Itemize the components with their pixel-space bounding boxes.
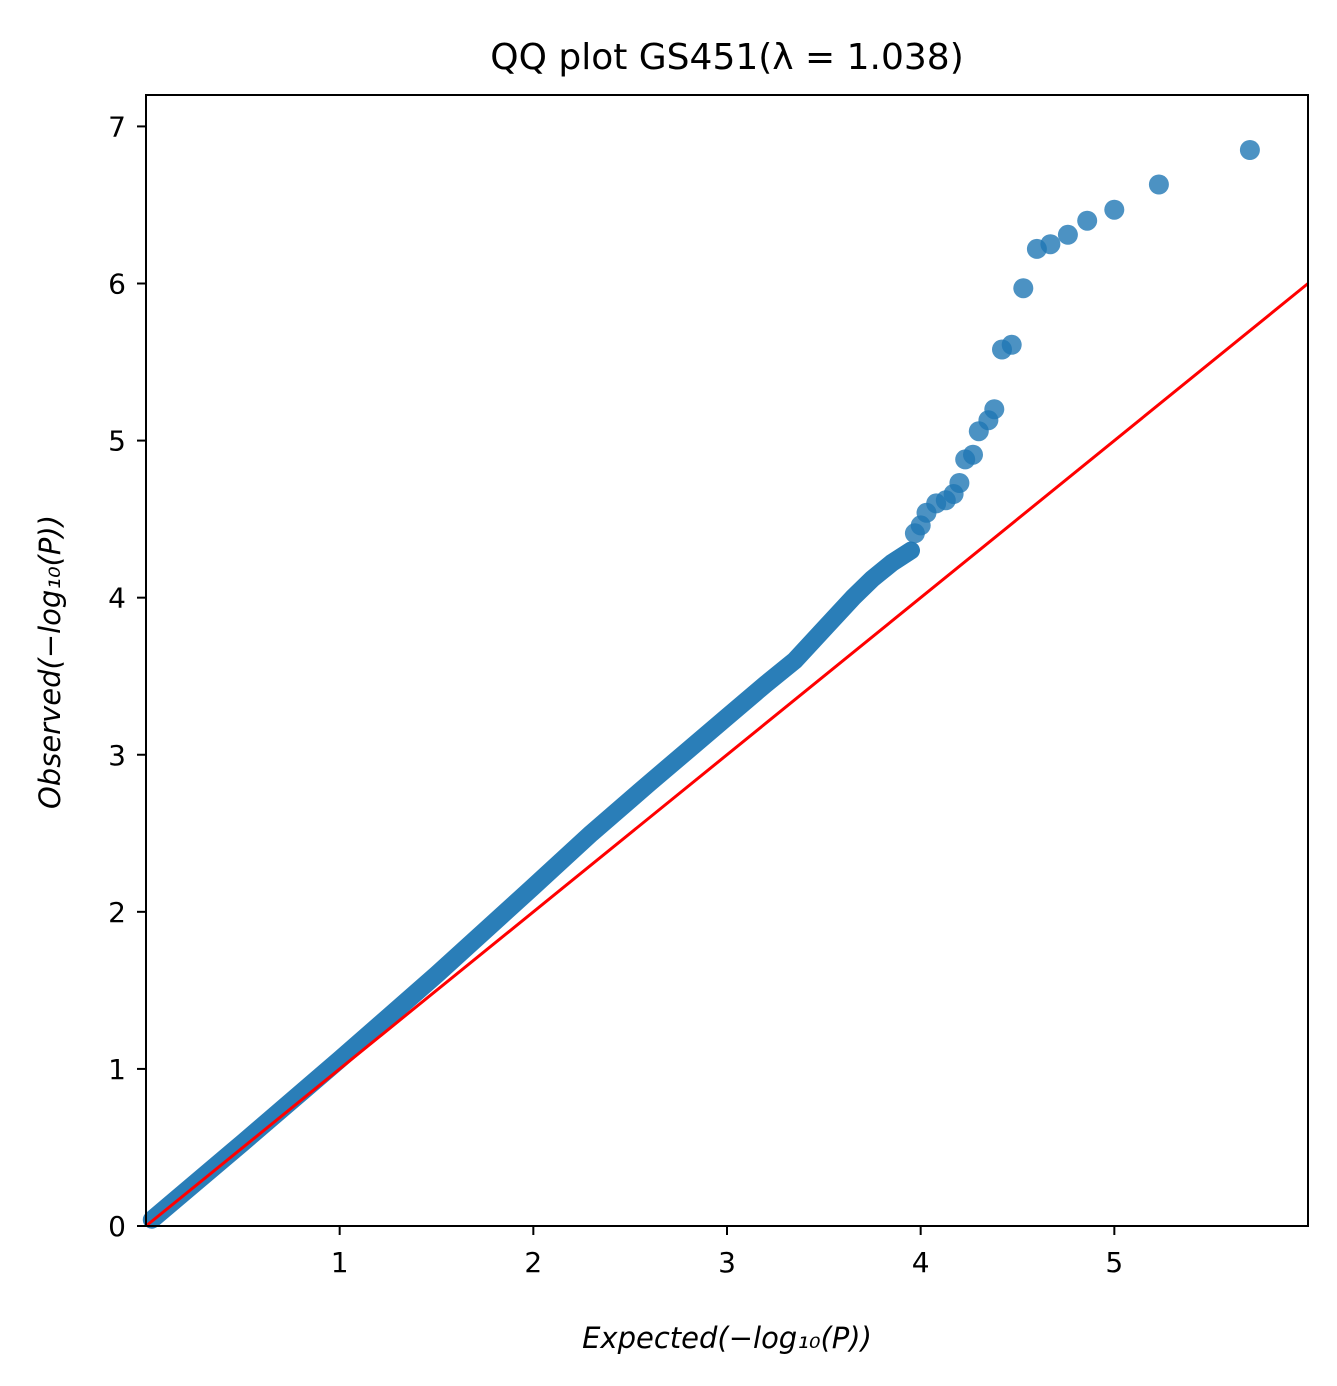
data-point bbox=[1239, 140, 1260, 160]
data-point bbox=[1013, 278, 1034, 299]
y-axis: 0 1 2 3 4 5 6 7 bbox=[108, 110, 146, 1243]
x-tick-label: 4 bbox=[912, 1246, 930, 1279]
data-point bbox=[1057, 224, 1078, 245]
data-points bbox=[142, 140, 1260, 1229]
y-axis-label: Observed(−log₁₀(P)) bbox=[33, 515, 67, 809]
data-point bbox=[1001, 334, 1022, 355]
x-tick-label: 5 bbox=[1105, 1246, 1123, 1279]
x-tick-label: 2 bbox=[524, 1246, 542, 1279]
y-tick-label: 7 bbox=[108, 110, 126, 143]
chart-title: QQ plot GS451(λ = 1.038) bbox=[490, 37, 964, 78]
y-tick-label: 5 bbox=[108, 425, 126, 458]
y-tick-label: 1 bbox=[108, 1053, 126, 1086]
plot-frame bbox=[145, 94, 1309, 1227]
data-point bbox=[984, 399, 1005, 420]
data-point bbox=[949, 473, 970, 493]
plot-content bbox=[142, 140, 1309, 1229]
data-point bbox=[1040, 234, 1061, 255]
y-tick-label: 0 bbox=[108, 1210, 126, 1243]
x-axis-label: Expected(−log₁₀(P)) bbox=[582, 1321, 872, 1355]
data-point bbox=[1148, 174, 1169, 195]
data-point bbox=[963, 444, 983, 465]
y-tick-label: 4 bbox=[108, 582, 126, 615]
data-point bbox=[1077, 210, 1098, 231]
reference-line bbox=[145, 282, 1309, 1228]
dense-points-band bbox=[142, 541, 920, 1229]
x-tick-label: 1 bbox=[331, 1246, 349, 1279]
data-point bbox=[1104, 199, 1125, 220]
x-axis: 1 2 3 4 5 bbox=[331, 1226, 1123, 1279]
y-tick-label: 2 bbox=[108, 896, 126, 929]
y-tick-label: 3 bbox=[108, 739, 126, 772]
x-tick-label: 3 bbox=[718, 1246, 736, 1279]
y-tick-label: 6 bbox=[108, 268, 126, 301]
